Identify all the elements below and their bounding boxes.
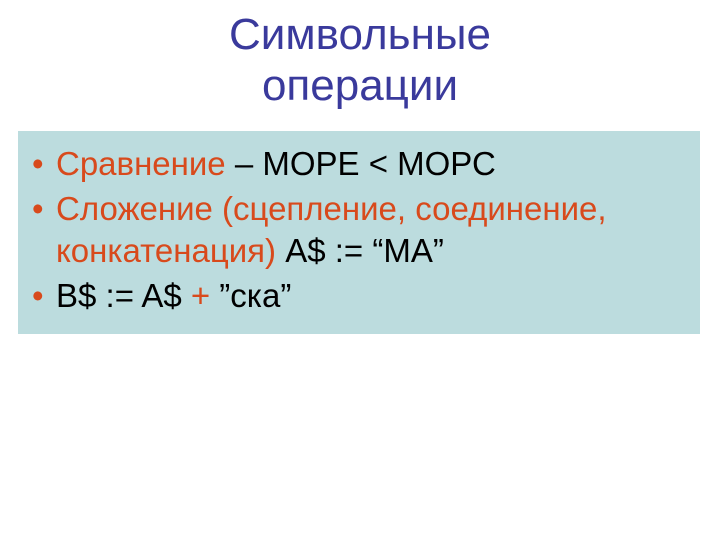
- text-part: – МОРЕ < МОРС: [226, 145, 496, 182]
- text-part: +: [191, 277, 210, 314]
- bullet-marker-icon: •: [32, 143, 44, 184]
- content-box: • Сравнение – МОРЕ < МОРС • Сложение (сцепл…: [18, 131, 700, 334]
- bullet-item: • Сложение (сцепление, соединение, конкат…: [28, 188, 690, 271]
- text-part: ”ска”: [210, 277, 291, 314]
- bullet-text: Сравнение – МОРЕ < МОРС: [56, 145, 496, 182]
- bullet-marker-icon: •: [32, 275, 44, 316]
- slide-title: Символьные операции: [0, 0, 720, 131]
- bullet-marker-icon: •: [32, 188, 44, 229]
- bullet-text: Сложение (сцепление, соединение, конкате…: [56, 190, 607, 268]
- title-text: Символьные операции: [0, 10, 720, 111]
- bullet-list: • Сравнение – МОРЕ < МОРС • Сложение (сцепл…: [28, 143, 690, 316]
- bullet-item: • Сравнение – МОРЕ < МОРС: [28, 143, 690, 184]
- text-part: B$ := A$: [56, 277, 191, 314]
- bullet-item: • B$ := A$ + ”ска”: [28, 275, 690, 316]
- title-line-1: Символьные: [229, 10, 491, 59]
- title-line-2: операции: [262, 61, 458, 110]
- bullet-text: B$ := A$ + ”ска”: [56, 277, 291, 314]
- text-part: A$ := “МА”: [276, 232, 444, 269]
- text-part: Сравнение: [56, 145, 226, 182]
